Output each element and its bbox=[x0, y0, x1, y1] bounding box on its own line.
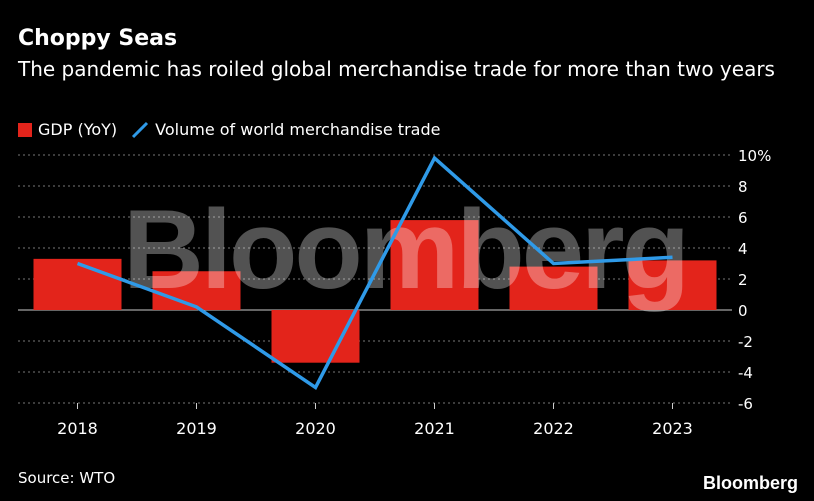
y-tick-label: 2 bbox=[738, 271, 748, 289]
bar-gdp-2022 bbox=[509, 266, 598, 310]
x-tick-label-2023: 2023 bbox=[652, 419, 693, 438]
y-tick-label: 8 bbox=[738, 178, 748, 196]
bar-gdp-2020 bbox=[271, 310, 360, 363]
watermark: Bloomberg bbox=[123, 187, 690, 312]
legend-gdp-swatch bbox=[18, 122, 32, 137]
y-tick-label: 10% bbox=[738, 147, 771, 165]
x-tick-label-2020: 2020 bbox=[295, 419, 336, 438]
y-tick-label: 6 bbox=[738, 209, 748, 227]
bar-gdp-2021 bbox=[390, 220, 479, 310]
legend-item-gdp: GDP (YoY) bbox=[18, 120, 117, 139]
y-tick-label: -6 bbox=[738, 395, 753, 413]
chart-bars bbox=[33, 220, 717, 363]
bar-gdp-2023 bbox=[628, 260, 717, 310]
x-tick-label-2019: 2019 bbox=[176, 419, 217, 438]
watermark-text: Bloomberg bbox=[123, 187, 687, 312]
bar-gdp-2018 bbox=[33, 258, 122, 310]
chart-grid bbox=[18, 154, 732, 404]
x-tick-label-2022: 2022 bbox=[533, 419, 574, 438]
y-tick-label: 4 bbox=[738, 240, 748, 258]
chart-line bbox=[76, 155, 673, 391]
brand-logo: Bloomberg bbox=[702, 473, 798, 493]
x-tick-labels: 2018 2019 2020 2021 2022 2023 bbox=[57, 403, 693, 438]
bar-gdp-2019 bbox=[152, 271, 241, 310]
y-tick-label: -4 bbox=[738, 364, 753, 382]
line-trade-volume bbox=[76, 155, 673, 391]
legend-gdp-label: GDP (YoY) bbox=[38, 120, 118, 139]
legend-trade-label: Volume of world merchandise trade bbox=[155, 120, 441, 139]
y-tick-label: 0 bbox=[738, 302, 748, 320]
x-tick-label-2021: 2021 bbox=[414, 419, 455, 438]
legend: GDP (YoY) Volume of world merchandise tr… bbox=[18, 120, 454, 139]
legend-trade-line-icon bbox=[132, 121, 149, 138]
y-tick-labels: 10% 8 6 4 2 0 -2 -4 -6 bbox=[738, 147, 771, 413]
chart-subtitle: The pandemic has roiled global merchandi… bbox=[18, 57, 775, 81]
chart-title: Choppy Seas bbox=[18, 26, 178, 51]
y-tick-label: -2 bbox=[738, 333, 753, 351]
source-note: Source: WTO bbox=[18, 469, 116, 487]
x-tick-label-2018: 2018 bbox=[57, 419, 98, 438]
legend-item-trade: Volume of world merchandise trade bbox=[131, 120, 440, 139]
